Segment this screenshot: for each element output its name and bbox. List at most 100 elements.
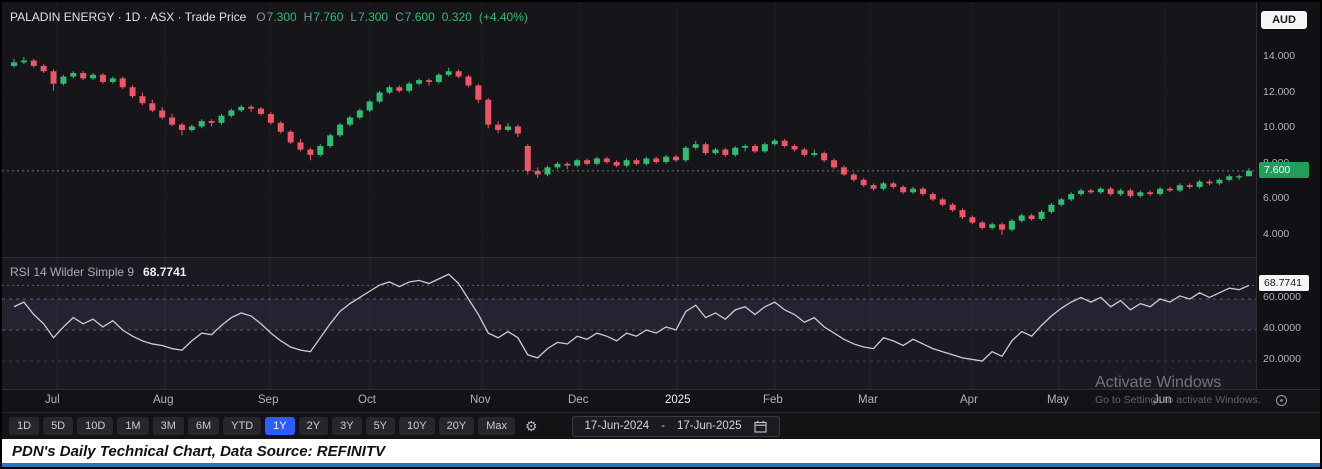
candle — [989, 222, 996, 230]
candle — [1176, 183, 1183, 193]
candle — [1206, 179, 1213, 186]
candle — [880, 181, 887, 191]
candle — [386, 85, 393, 95]
candle — [277, 121, 284, 134]
candle — [267, 112, 274, 125]
date-range-picker[interactable]: 17-Jun-2024 - 17-Jun-2025 — [571, 415, 780, 437]
rsi-axis-label: 60.0000 — [1263, 291, 1301, 303]
candle — [1157, 186, 1164, 196]
period-button-5y[interactable]: 5Y — [365, 416, 396, 436]
rsi-value-badge: 68.7741 — [1259, 275, 1309, 292]
candle — [1068, 192, 1075, 202]
time-axis-label: Feb — [763, 394, 783, 406]
candle — [129, 85, 136, 98]
candle — [702, 142, 709, 155]
candle — [70, 71, 77, 79]
candle — [455, 69, 462, 79]
period-button-10d[interactable]: 10D — [77, 416, 114, 436]
time-axis-label: 2025 — [665, 394, 691, 406]
candle — [80, 71, 87, 81]
candle — [1048, 202, 1055, 214]
date-separator: - — [661, 420, 665, 432]
time-axis-label: Jun — [1153, 394, 1172, 406]
period-button-ytd[interactable]: YTD — [223, 416, 262, 436]
currency-button[interactable]: AUD — [1261, 11, 1307, 29]
candle — [969, 215, 976, 225]
candle — [1058, 197, 1065, 207]
candle — [40, 64, 47, 74]
candle — [1186, 183, 1193, 189]
time-axis-label: Oct — [358, 394, 376, 406]
candle — [416, 78, 423, 86]
period-button-5d[interactable]: 5D — [43, 416, 74, 436]
period-button-20y[interactable]: 20Y — [438, 416, 475, 436]
time-axis[interactable]: Jul Aug Sep Oct Nov Dec 2025 Feb Mar Apr May Jun — [2, 389, 1320, 412]
caption-text: PDN's Daily Technical Chart, Data Source… — [12, 442, 386, 460]
candle — [514, 124, 521, 138]
period-button-2y[interactable]: 2Y — [298, 416, 329, 436]
candle — [445, 67, 452, 77]
period-button-max[interactable]: Max — [478, 416, 515, 436]
candle — [1147, 190, 1154, 196]
candle — [327, 133, 334, 148]
time-axis-label: Apr — [960, 394, 978, 406]
candle — [139, 92, 146, 106]
settings-gear-icon[interactable]: ⚙ — [524, 417, 538, 434]
period-button-10y[interactable]: 10Y — [399, 416, 435, 436]
time-axis-label: Nov — [470, 394, 491, 406]
candlestick-chart[interactable] — [2, 2, 1256, 257]
candle — [307, 147, 314, 161]
candle — [1038, 210, 1045, 221]
change-percent: (+4.40%) — [478, 10, 528, 24]
candle — [850, 172, 857, 182]
candle — [99, 73, 106, 84]
candle — [317, 144, 324, 157]
candle — [801, 147, 808, 157]
candle — [396, 85, 403, 93]
candle — [732, 146, 739, 157]
candle — [119, 76, 126, 90]
candle — [742, 144, 749, 152]
candle — [238, 105, 245, 113]
target-icon[interactable] — [1274, 393, 1289, 413]
candle — [781, 138, 788, 148]
candle — [346, 115, 353, 127]
rsi-panel[interactable]: RSI 14 Wilder Simple 9 68.7741 — [2, 257, 1256, 390]
price-axis[interactable]: AUD 7.600 68.7741 14.00012.00010.0008.00… — [1256, 2, 1320, 389]
candle — [939, 197, 946, 207]
candle — [198, 119, 205, 129]
period-button-3y[interactable]: 3Y — [332, 416, 362, 436]
candle — [633, 158, 640, 166]
candle — [1028, 213, 1035, 221]
candle — [485, 97, 492, 129]
candle — [682, 146, 689, 163]
time-axis-label: Mar — [858, 394, 878, 406]
date-from[interactable]: 17-Jun-2024 — [584, 420, 650, 432]
candle — [1087, 188, 1094, 195]
price-panel[interactable]: PALADIN ENERGY · 1D · ASX · Trade Price … — [2, 2, 1256, 257]
candle — [623, 158, 630, 168]
period-button-6m[interactable]: 6M — [187, 416, 220, 436]
period-button-1d[interactable]: 1D — [9, 416, 40, 436]
candle — [376, 90, 383, 104]
candle — [672, 154, 679, 163]
time-axis-label: May — [1047, 394, 1069, 406]
candle — [30, 58, 37, 68]
rsi-chart[interactable] — [2, 258, 1256, 390]
candle — [248, 105, 255, 113]
candle — [811, 149, 818, 157]
candle — [603, 156, 610, 164]
calendar-icon[interactable] — [753, 420, 767, 433]
candle — [890, 181, 897, 189]
period-button-1y[interactable]: 1Y — [265, 416, 295, 436]
period-button-1m[interactable]: 1M — [117, 416, 149, 436]
date-to[interactable]: 17-Jun-2025 — [676, 420, 742, 432]
candle — [20, 57, 27, 65]
candle — [643, 156, 650, 166]
price-axis-label: 12.000 — [1263, 85, 1296, 98]
price-axis-label: 14.000 — [1263, 50, 1296, 62]
candle — [159, 106, 166, 120]
period-button-3m[interactable]: 3M — [152, 416, 184, 436]
candle — [554, 162, 561, 170]
candle — [900, 185, 907, 195]
